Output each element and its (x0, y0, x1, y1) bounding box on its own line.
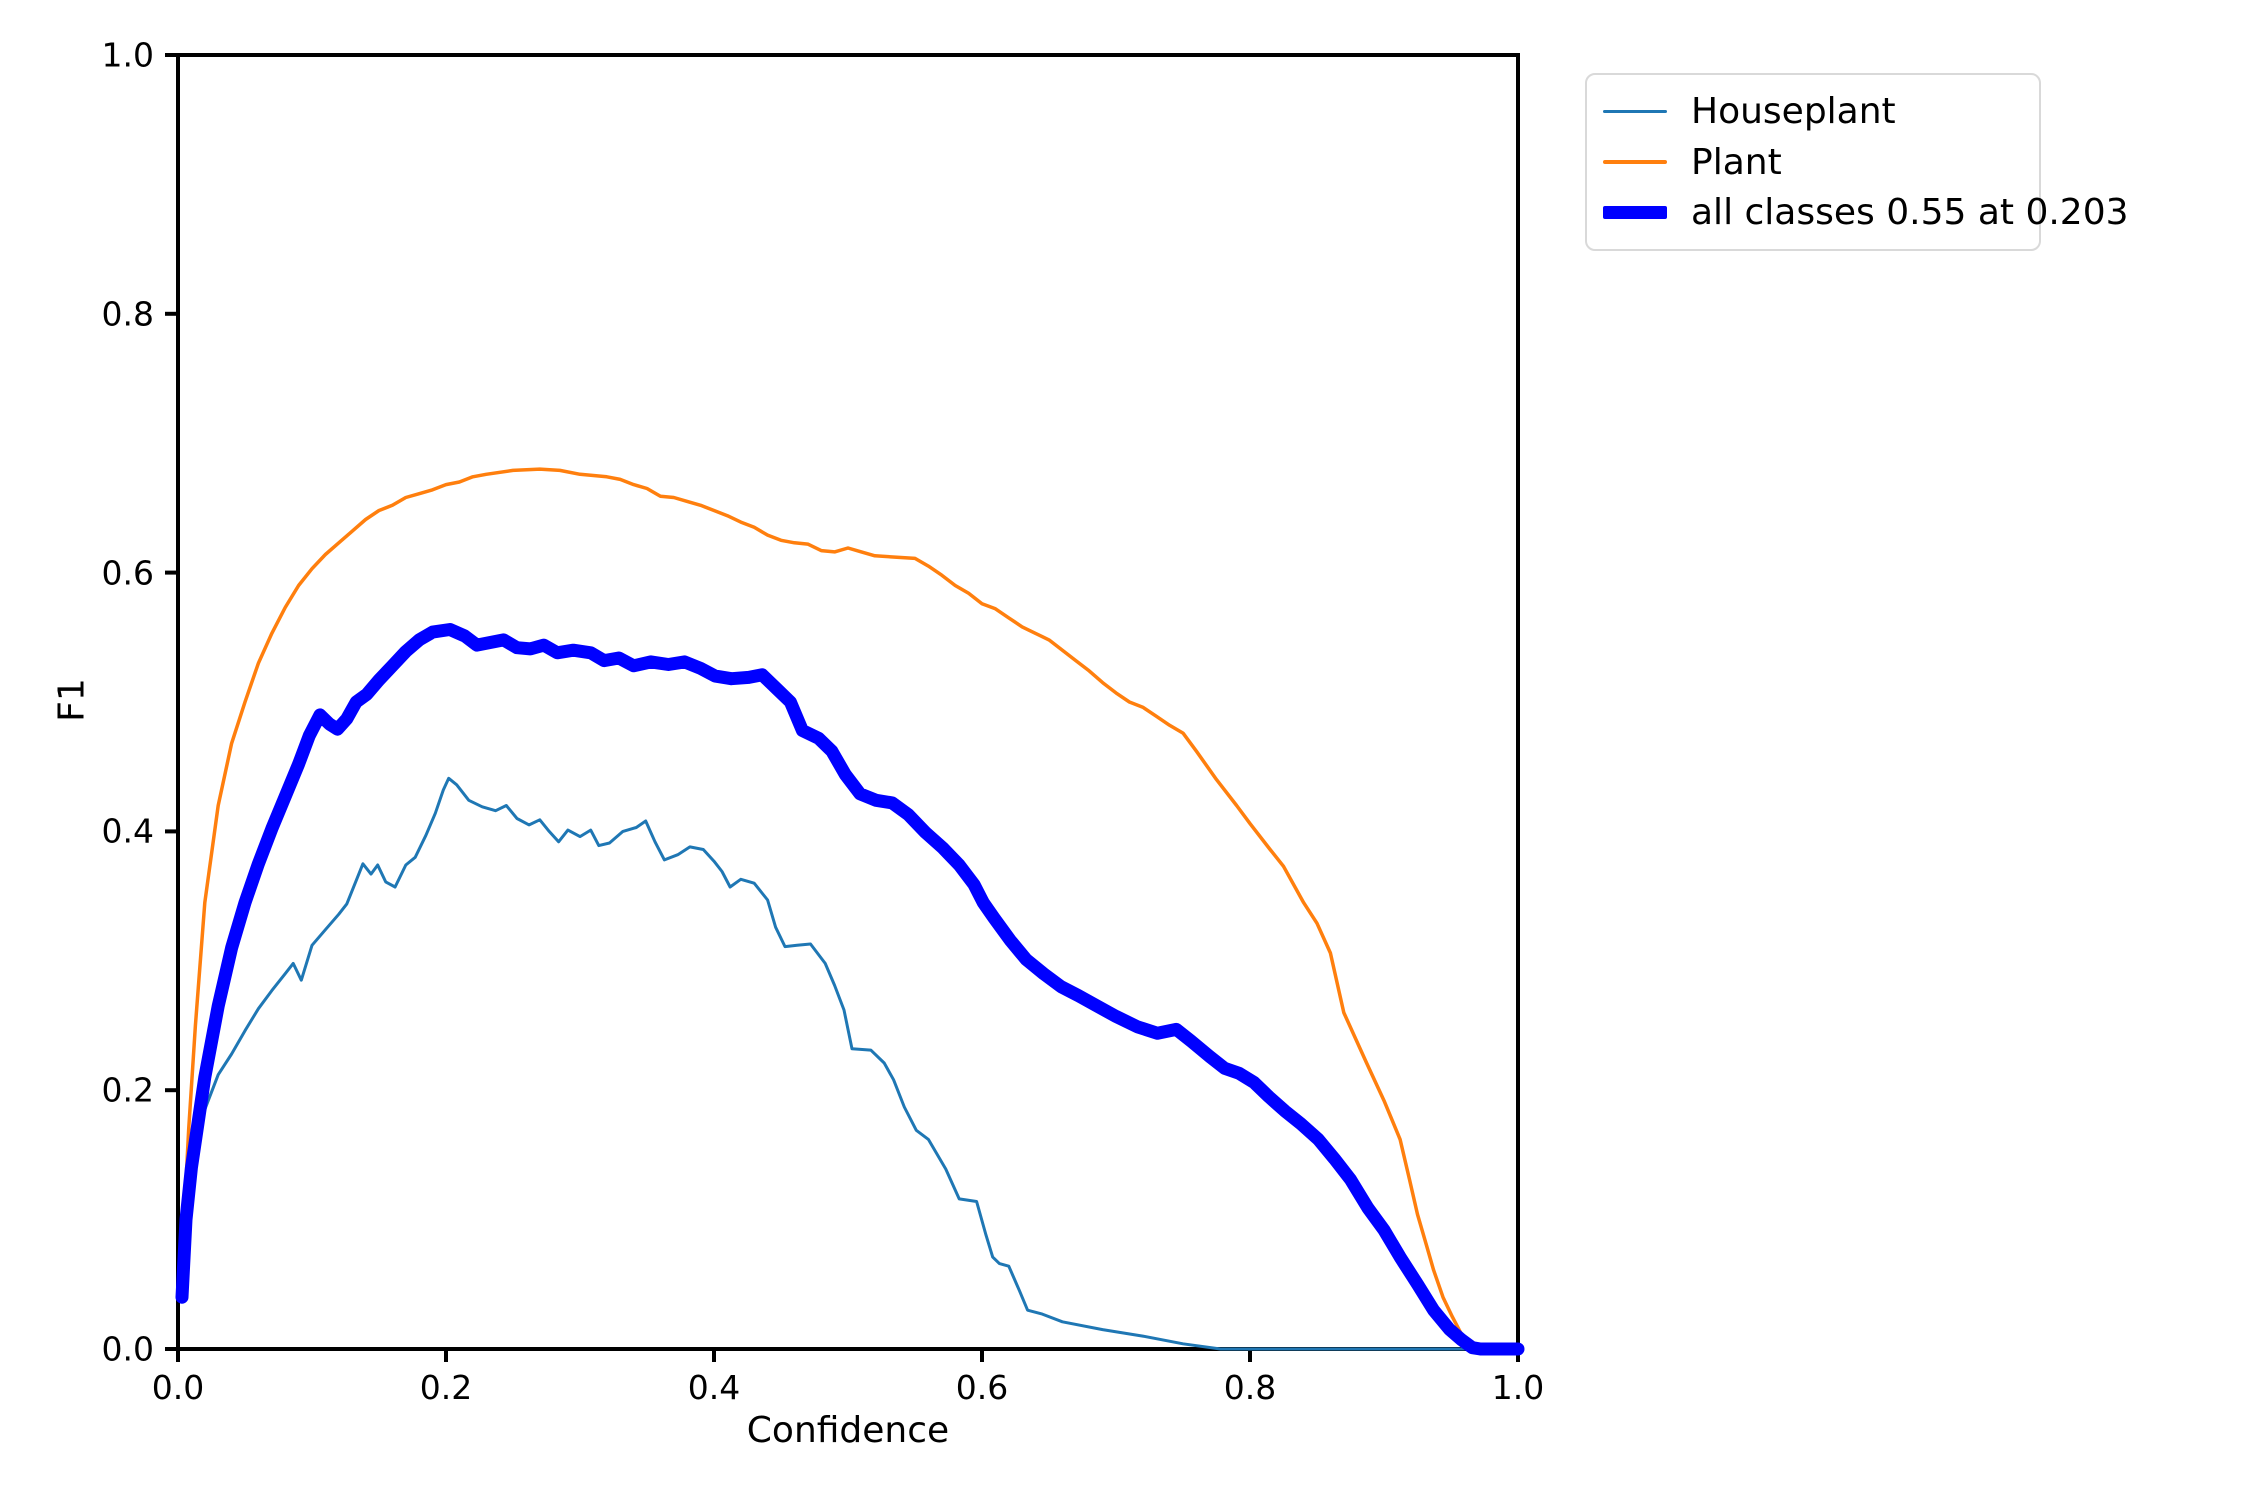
x-tick-label: 0.8 (1223, 1368, 1277, 1407)
legend-label: Plant (1691, 141, 1782, 183)
x-axis-label: Confidence (746, 1410, 950, 1451)
y-tick-label: 0.0 (101, 1329, 154, 1369)
axes-spines (176, 53, 1520, 1351)
legend-label: Houseplant (1691, 90, 1896, 132)
y-tick-label: 0.8 (101, 294, 154, 334)
y-tick-label: 0.4 (101, 811, 154, 851)
legend-entry-plant: Plant (1587, 142, 2039, 183)
legend-entry-houseplant: Houseplant (1587, 91, 2039, 132)
x-tick-label: 0.6 (955, 1368, 1009, 1407)
y-tick-label: 0.6 (101, 553, 154, 593)
houseplant-curve (180, 776, 1520, 1351)
houseplant-line-swatch-icon (1603, 109, 1667, 113)
y-tick-label: 1.0 (101, 35, 154, 75)
legend-entry-all-classes: all classes 0.55 at 0.203 (1587, 192, 2129, 233)
x-tick-label: 0.4 (687, 1368, 741, 1407)
plant-curve (180, 467, 1520, 1351)
x-tick-label: 0.2 (419, 1368, 473, 1407)
all-curve (175, 623, 1525, 1356)
y-axis-label: F1 (51, 678, 93, 722)
legend-label: all classes 0.55 at 0.203 (1691, 192, 2129, 234)
legend: Houseplant Plant all classes 0.55 at 0.2… (1585, 73, 2129, 251)
y-tick-label: 0.2 (101, 1070, 154, 1110)
x-tick-label: 0.0 (151, 1368, 205, 1407)
all-classes-line-swatch-icon (1603, 206, 1667, 220)
x-tick-label: 1.0 (1491, 1368, 1545, 1407)
plant-line-swatch-icon (1603, 160, 1667, 164)
